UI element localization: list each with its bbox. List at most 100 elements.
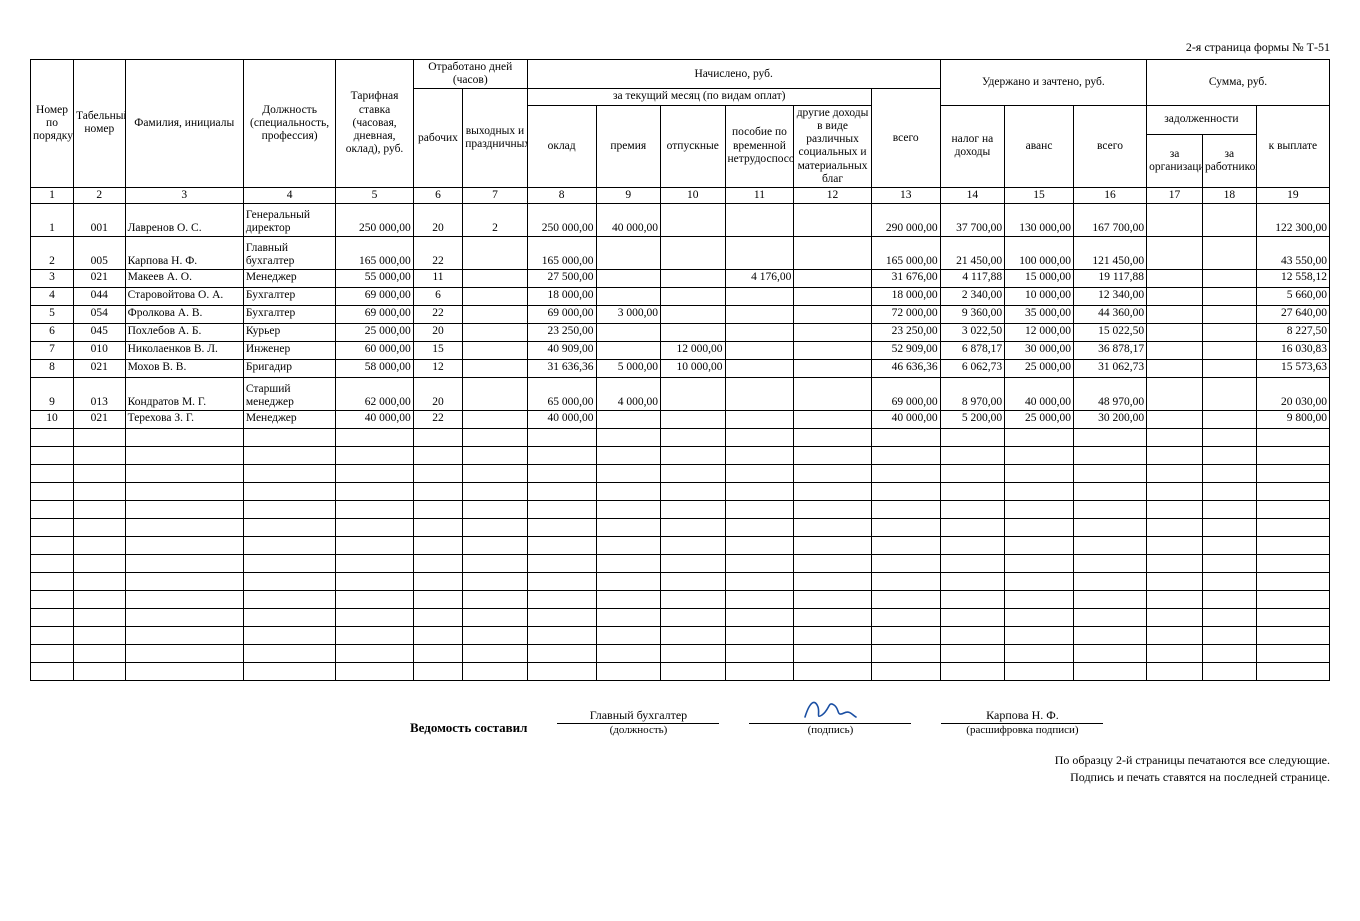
- cell-oth: [794, 411, 871, 429]
- cell-n: 5: [31, 306, 74, 324]
- col-num: 9: [596, 187, 661, 203]
- cell-pay: 9 800,00: [1256, 411, 1329, 429]
- cell-tax: 8 970,00: [940, 378, 1005, 411]
- cell-n: 2: [31, 237, 74, 270]
- table-row: 3021Макеев А. О.Менеджер55 000,001127 50…: [31, 270, 1330, 288]
- table-row: 1001Лавренов О. С.Генеральный директор25…: [31, 204, 1330, 237]
- cell-adv: 15 000,00: [1005, 270, 1074, 288]
- cell-d1: [1147, 411, 1203, 429]
- cell-tax: 21 450,00: [940, 237, 1005, 270]
- cell-d2: [1202, 204, 1256, 237]
- table-row-empty: [31, 573, 1330, 591]
- h-withheld: Удержано и зачтено, руб.: [940, 60, 1146, 106]
- cell-d2: [1202, 270, 1256, 288]
- table-row-empty: [31, 519, 1330, 537]
- cell-wtot: 30 200,00: [1073, 411, 1146, 429]
- cell-d1: [1147, 288, 1203, 306]
- h-bytypes: за текущий месяц (по видам оплат): [527, 89, 871, 105]
- h-col15: аванс: [1005, 105, 1074, 187]
- cell-tax: 5 200,00: [940, 411, 1005, 429]
- cell-tab: 001: [74, 204, 126, 237]
- cell-wtot: 31 062,73: [1073, 360, 1146, 378]
- cell-pos: Бухгалтер: [243, 306, 335, 324]
- cell-oth: [794, 378, 871, 411]
- cell-n: 8: [31, 360, 74, 378]
- cell-d1: [1147, 342, 1203, 360]
- cell-n: 9: [31, 378, 74, 411]
- h-accrued: Начислено, руб.: [527, 60, 940, 89]
- cell-wd: 22: [413, 237, 462, 270]
- table-row: 4044Старовойтова О. А.Бухгалтер69 000,00…: [31, 288, 1330, 306]
- cell-sal: 27 500,00: [527, 270, 596, 288]
- footer: Ведомость составил Главный бухгалтер (до…: [30, 701, 1330, 736]
- cell-pos: Инженер: [243, 342, 335, 360]
- cell-tab: 010: [74, 342, 126, 360]
- cell-tax: 6 062,73: [940, 360, 1005, 378]
- cell-name: Карпова Н. Ф.: [125, 237, 243, 270]
- col-num: 6: [413, 187, 462, 203]
- cell-pay: 122 300,00: [1256, 204, 1329, 237]
- table-row: 10021Терехова З. Г.Менеджер40 000,002240…: [31, 411, 1330, 429]
- table-row-empty: [31, 609, 1330, 627]
- table-row: 6045Похлебов А. Б.Курьер25 000,002023 25…: [31, 324, 1330, 342]
- h-col4: Должность (специальность, профессия): [243, 60, 335, 188]
- cell-vac: [661, 378, 726, 411]
- cell-wtot: 36 878,17: [1073, 342, 1146, 360]
- cell-name: Фролкова А. В.: [125, 306, 243, 324]
- cell-pay: 12 558,12: [1256, 270, 1329, 288]
- cell-wtot: 12 340,00: [1073, 288, 1146, 306]
- cell-wtot: 48 970,00: [1073, 378, 1146, 411]
- cell-rate: 250 000,00: [336, 204, 413, 237]
- cell-tax: 37 700,00: [940, 204, 1005, 237]
- cell-tab: 044: [74, 288, 126, 306]
- cell-d1: [1147, 270, 1203, 288]
- cell-bon: 5 000,00: [596, 360, 661, 378]
- cell-wd: 11: [413, 270, 462, 288]
- cell-sick: [725, 378, 794, 411]
- cell-oth: [794, 324, 871, 342]
- cell-name: Терехова З. Г.: [125, 411, 243, 429]
- h-col8: оклад: [527, 105, 596, 187]
- table-row-empty: [31, 645, 1330, 663]
- signature-icon: [800, 695, 860, 723]
- cell-pos: Менеджер: [243, 411, 335, 429]
- footer-label: Ведомость составил: [410, 720, 527, 736]
- cell-tot: 165 000,00: [871, 237, 940, 270]
- cell-wtot: 15 022,50: [1073, 324, 1146, 342]
- col-num: 16: [1073, 187, 1146, 203]
- cell-hd: [463, 270, 528, 288]
- col-num: 4: [243, 187, 335, 203]
- cell-oth: [794, 288, 871, 306]
- cell-d2: [1202, 306, 1256, 324]
- cell-vac: [661, 270, 726, 288]
- cell-wtot: 44 360,00: [1073, 306, 1146, 324]
- cell-tax: 6 878,17: [940, 342, 1005, 360]
- cell-tab: 021: [74, 270, 126, 288]
- cell-sick: [725, 306, 794, 324]
- cell-name: Мохов В. В.: [125, 360, 243, 378]
- cell-tot: 46 636,36: [871, 360, 940, 378]
- h-col3: Фамилия, инициалы: [125, 60, 243, 188]
- cell-tot: 72 000,00: [871, 306, 940, 324]
- cell-tot: 23 250,00: [871, 324, 940, 342]
- table-row-empty: [31, 447, 1330, 465]
- h-col6: рабочих: [413, 89, 462, 188]
- h-col19: к выплате: [1256, 105, 1329, 187]
- cell-tot: 40 000,00: [871, 411, 940, 429]
- position-caption: (должность): [557, 724, 719, 736]
- cell-oth: [794, 360, 871, 378]
- cell-sick: [725, 204, 794, 237]
- col-num: 18: [1202, 187, 1256, 203]
- cell-wd: 12: [413, 360, 462, 378]
- cell-hd: [463, 237, 528, 270]
- h-col5: Тарифная ставка (часовая, дневная, оклад…: [336, 60, 413, 188]
- cell-pay: 5 660,00: [1256, 288, 1329, 306]
- cell-pos: Генеральный директор: [243, 204, 335, 237]
- cell-bon: [596, 411, 661, 429]
- cell-rate: 25 000,00: [336, 324, 413, 342]
- position-value: Главный бухгалтер: [590, 708, 687, 723]
- cell-wtot: 167 700,00: [1073, 204, 1146, 237]
- cell-wd: 22: [413, 306, 462, 324]
- col-num: 19: [1256, 187, 1329, 203]
- h-col12: другие доходы в виде различных социальны…: [794, 105, 871, 187]
